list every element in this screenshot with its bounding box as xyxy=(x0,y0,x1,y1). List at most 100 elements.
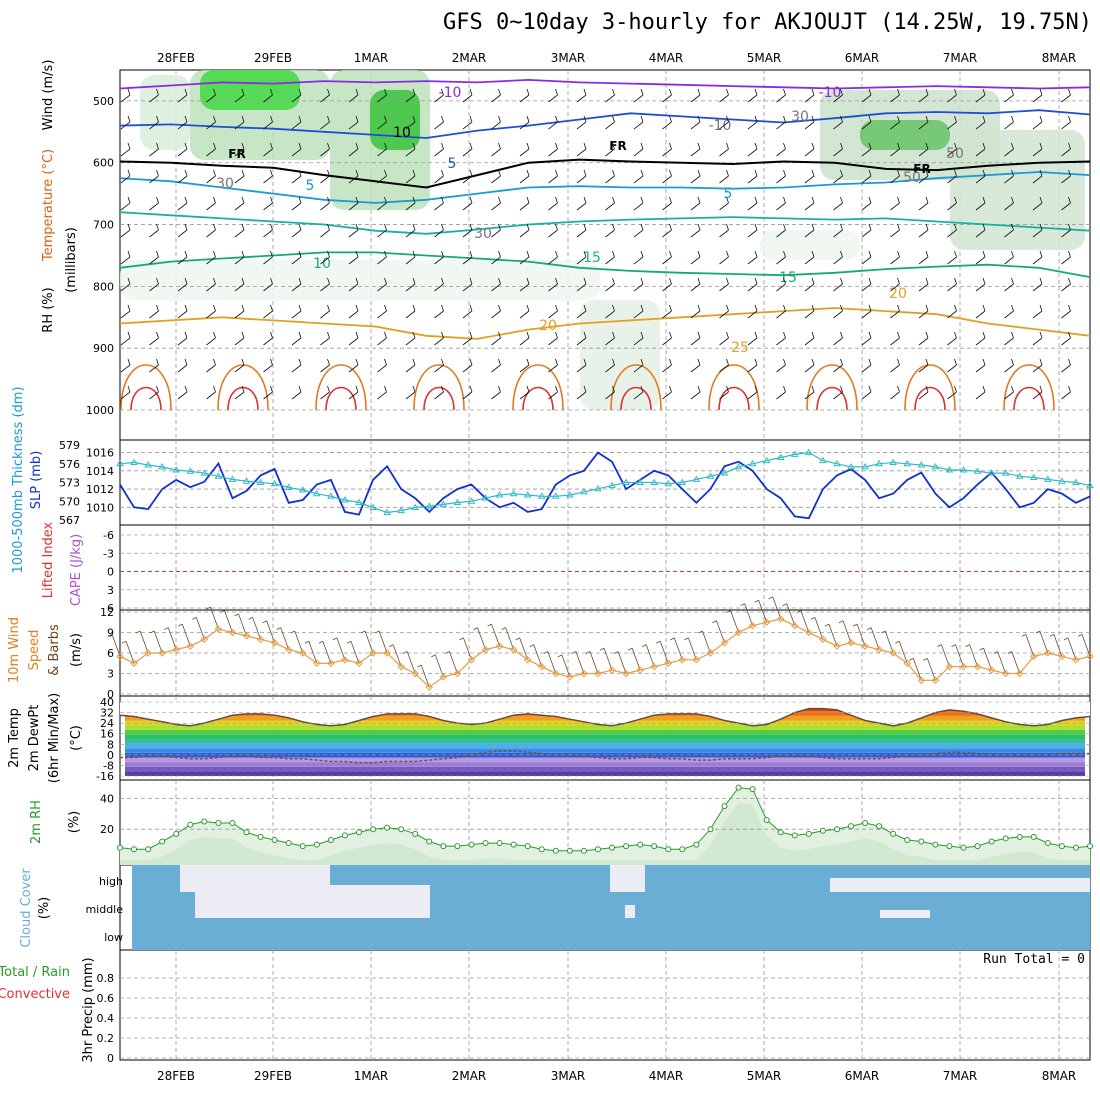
wind10-point xyxy=(945,662,954,671)
wind-barb xyxy=(348,115,359,130)
wind-barb xyxy=(833,385,843,400)
wind-barb xyxy=(918,385,929,400)
wind-barb xyxy=(519,115,530,130)
ms-vert-label: (m/s) xyxy=(69,633,84,667)
wind10-point xyxy=(706,649,715,657)
wind10-point xyxy=(622,669,630,678)
contour-label: -10 xyxy=(819,85,842,101)
wind-barb xyxy=(804,385,815,400)
wind10-point xyxy=(903,659,911,667)
wind-barb xyxy=(405,169,416,184)
rh2-point xyxy=(763,816,770,823)
thickness-point xyxy=(1072,478,1080,485)
thickness-point xyxy=(537,492,546,499)
wind-barb xyxy=(1061,88,1071,103)
wind10-barb xyxy=(121,640,135,664)
wind-barb xyxy=(833,331,843,346)
rh2-point xyxy=(609,844,616,851)
wind10-barb xyxy=(599,647,613,671)
panel-frame xyxy=(119,524,1091,611)
precip-tick-label: 0 xyxy=(107,1052,114,1065)
contour-label: 30 xyxy=(474,226,492,242)
li-tick-label: 6 xyxy=(107,602,114,615)
thickness-point xyxy=(594,484,602,492)
wind-barb xyxy=(234,250,245,265)
li-tick-label: -6 xyxy=(103,529,114,542)
wind-barb xyxy=(1032,385,1043,400)
date-top-label: 29FEB xyxy=(254,51,292,65)
temp2-vert-label: 2m Temp xyxy=(7,708,22,768)
cloudpct-vert-label: (%) xyxy=(37,897,52,920)
wind10-barb xyxy=(613,651,627,674)
wind10-barb xyxy=(220,610,233,633)
rh-patch xyxy=(200,70,300,110)
wind10-barb xyxy=(768,596,782,619)
wind-barb xyxy=(719,304,729,319)
wind10-point xyxy=(284,645,293,654)
rh2-point xyxy=(623,843,630,850)
wind10-point xyxy=(523,656,532,664)
wind-barb xyxy=(462,88,473,103)
wind-barb xyxy=(491,385,501,400)
wind-barb xyxy=(548,115,558,130)
rh2-point xyxy=(679,846,686,853)
wind-barb xyxy=(291,331,302,346)
wind-barb xyxy=(833,88,843,103)
wind-barb xyxy=(804,223,815,238)
wind-barb xyxy=(747,358,758,373)
wind10-barb xyxy=(895,640,908,664)
rh2-point xyxy=(159,838,166,845)
wind-barb xyxy=(206,331,216,346)
contour-label: FR xyxy=(913,162,930,176)
temp-contour--5C xyxy=(119,109,1091,139)
wind10-point xyxy=(1030,652,1038,661)
wind-barb xyxy=(1061,115,1071,130)
wind-barb xyxy=(747,169,758,184)
wind-barb xyxy=(206,88,216,103)
wind-barb xyxy=(833,304,843,319)
wind-barb xyxy=(149,331,159,346)
wind-barb xyxy=(491,304,501,319)
wind-barb xyxy=(918,169,929,184)
temp-contour-5C xyxy=(119,171,1091,204)
wind10-barb xyxy=(670,637,683,660)
wind-barb xyxy=(234,196,245,211)
wind-barb xyxy=(263,331,273,346)
wind10-point xyxy=(959,662,968,671)
wind10-point xyxy=(748,621,757,630)
wind-barb xyxy=(1032,115,1043,130)
wind-barb xyxy=(1061,196,1071,211)
pressure-tick-label: 700 xyxy=(93,219,114,232)
wind10-barb xyxy=(965,644,978,667)
wind-barb xyxy=(377,358,387,373)
wind-barb xyxy=(348,385,359,400)
wind10-barb xyxy=(642,644,655,667)
wind-barb xyxy=(234,223,245,238)
slp-tick-label: 1010 xyxy=(86,501,114,514)
thickness-point xyxy=(903,459,912,467)
temp-color-band xyxy=(125,725,1085,730)
thickness-point xyxy=(397,506,405,514)
wind10-point xyxy=(931,676,940,685)
thickness-point xyxy=(1015,472,1024,479)
date-bottom-label: 5MAR xyxy=(747,1069,782,1083)
wind-barb xyxy=(804,88,815,103)
thickness-point xyxy=(1086,481,1094,489)
rh2-point xyxy=(637,841,644,848)
wind-barb xyxy=(918,277,929,292)
warm-loop xyxy=(904,364,956,411)
wind10-barb xyxy=(276,627,290,650)
wind-barb xyxy=(434,196,444,211)
cloud-tick-label: low xyxy=(104,931,123,944)
wind-barb xyxy=(662,385,672,400)
wind10-barb xyxy=(909,657,922,681)
wind-barb xyxy=(377,223,387,238)
pressure-tick-label: 1000 xyxy=(86,404,114,417)
wind-barb xyxy=(776,196,786,211)
wind-barb xyxy=(405,88,416,103)
rh2-point xyxy=(946,843,953,850)
wind-barb xyxy=(890,304,900,319)
wind-barb xyxy=(662,88,672,103)
wind-barb xyxy=(662,169,672,184)
